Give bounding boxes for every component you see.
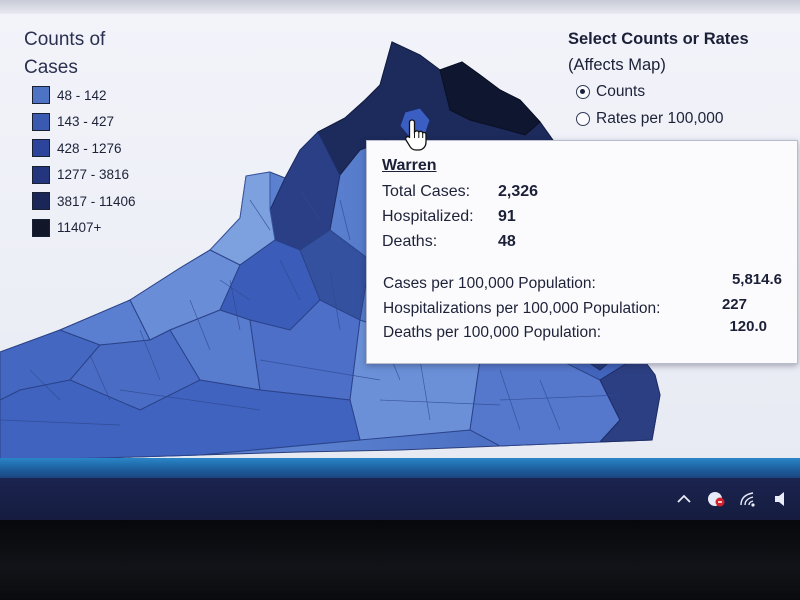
screen: Counts of Cases 48 - 142 143 - 427 428 -…	[0, 0, 800, 520]
legend-item: 1277 - 3816	[32, 162, 194, 189]
legend-label: 3817 - 11406	[57, 193, 136, 209]
legend-swatch	[32, 192, 50, 211]
radio-button-counts[interactable]	[576, 84, 590, 99]
radio-counts[interactable]: Counts	[576, 78, 798, 105]
hand-pointer-icon	[405, 119, 427, 151]
tooltip-rate-value: 227	[721, 296, 747, 313]
legend-swatch	[32, 112, 50, 131]
radio-label: Counts	[596, 82, 646, 100]
tooltip-rate-value: 5,814.6	[731, 271, 782, 288]
county-central-b[interactable]	[299, 229, 371, 321]
county-northern-darkest[interactable]	[439, 61, 541, 136]
tooltip-row-value: 2,326	[498, 183, 539, 200]
chevron-up-icon[interactable]	[672, 487, 696, 511]
legend-item: 48 - 142	[32, 82, 194, 109]
taskbar	[0, 478, 800, 520]
tooltip-rate-label: Deaths per 100,000 Population:	[383, 324, 602, 341]
legend-item: 11407+	[32, 215, 194, 242]
legend-item: 428 - 1276	[32, 135, 194, 162]
legend-label: 143 - 427	[57, 114, 115, 130]
legend-swatch	[32, 86, 50, 105]
selector-title: Select Counts or Rates	[568, 30, 749, 48]
legend-label: 428 - 1276	[57, 140, 122, 156]
tooltip-rate-value: 120.0	[729, 318, 767, 335]
selector-subtitle: (Affects Map)	[568, 56, 666, 74]
tooltip-row-label: Hospitalized:	[382, 208, 474, 225]
legend-item: 3817 - 11406	[32, 188, 194, 215]
wifi-icon[interactable]	[736, 487, 760, 511]
legend: Counts of Cases 48 - 142 143 - 427 428 -…	[24, 26, 194, 241]
tooltip-county-name: Warren	[382, 157, 437, 174]
legend-swatch	[32, 139, 50, 158]
window-bottom-bar	[0, 458, 800, 480]
legend-label: 1277 - 3816	[57, 167, 130, 183]
legend-item: 143 - 427	[32, 109, 194, 136]
monitor-bezel	[0, 520, 800, 600]
tooltip-row-value: 48	[498, 233, 516, 250]
radio-label: Rates per 100,000	[596, 109, 724, 127]
legend-swatch	[32, 218, 50, 237]
speaker-icon[interactable]	[768, 487, 792, 511]
legend-swatch	[32, 165, 50, 184]
tooltip-row-label: Total Cases:	[382, 183, 471, 200]
top-strip	[0, 0, 800, 14]
security-icon[interactable]	[704, 487, 728, 511]
counts-rates-selector: Select Counts or Rates (Affects Map) Cou…	[568, 26, 798, 132]
tooltip-row-value: 91	[498, 208, 516, 225]
radio-rates[interactable]: Rates per 100,000	[576, 105, 798, 132]
tooltip-rate-label: Hospitalizations per 100,000 Population:	[383, 300, 661, 317]
system-tray	[664, 478, 792, 520]
legend-label: 11407+	[57, 220, 102, 236]
legend-label: 48 - 142	[57, 87, 107, 103]
tooltip-row-label: Deaths:	[382, 233, 438, 250]
legend-title: Counts of Cases	[24, 29, 106, 78]
county-tooltip: Warren Total Cases: 2,326 Hospitalized: …	[366, 140, 798, 364]
tooltip-rate-label: Cases per 100,000 Population:	[383, 275, 596, 292]
radio-button-rates[interactable]	[576, 111, 590, 126]
